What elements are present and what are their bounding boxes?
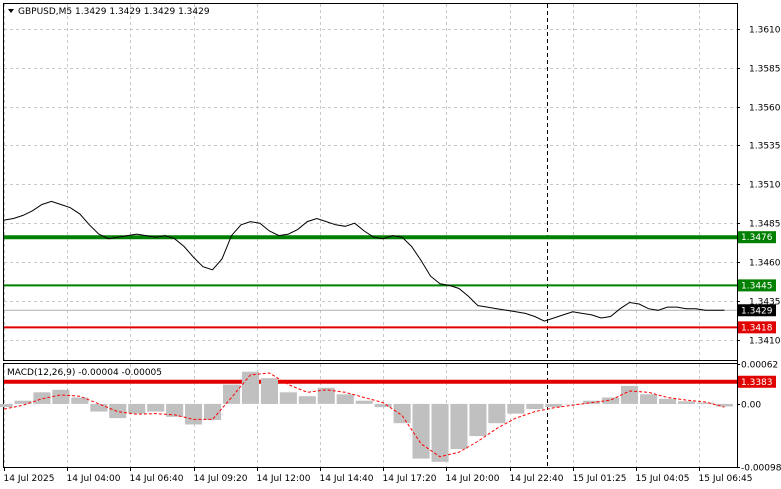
macd-histogram-bar bbox=[507, 403, 525, 414]
support-level-label: 1.3383 bbox=[741, 378, 773, 388]
price-tick-label: 1.3435 bbox=[749, 298, 781, 308]
price-tick-label: 1.3535 bbox=[749, 142, 781, 152]
macd-histogram-bar bbox=[260, 378, 278, 404]
support-level-tag bbox=[738, 321, 776, 334]
resistance-level-tag bbox=[738, 279, 776, 292]
resistance-level-tag bbox=[738, 231, 776, 244]
time-tick-label: 14 Jul 12:00 bbox=[257, 474, 311, 484]
macd-histogram-bar bbox=[71, 397, 89, 404]
macd-histogram-bar bbox=[564, 403, 582, 405]
macd-histogram-bar bbox=[317, 387, 335, 404]
time-tick-label: 14 Jul 20:00 bbox=[446, 474, 500, 484]
time-tick-label: 14 Jul 2025 bbox=[4, 474, 55, 484]
time-axis: 14 Jul 2025 14 Jul 04:00 14 Jul 06:40 14 Ju… bbox=[4, 468, 753, 484]
macd-histogram-bar bbox=[621, 385, 639, 404]
price-levels bbox=[4, 235, 737, 384]
time-tick-label: 14 Jul 22:40 bbox=[510, 474, 564, 484]
macd-histogram-bar bbox=[52, 389, 70, 404]
symbol-header: GBPUSD,M5 1.3429 1.3429 1.3429 1.3429 bbox=[18, 7, 210, 17]
macd-histogram-bar bbox=[298, 396, 316, 404]
time-tick-label: 14 Jul 06:40 bbox=[130, 474, 184, 484]
time-tick-label: 14 Jul 04:00 bbox=[67, 474, 121, 484]
macd-histogram-bar bbox=[279, 392, 297, 404]
macd-series bbox=[0, 371, 733, 462]
time-tick-label: 14 Jul 14:40 bbox=[320, 474, 374, 484]
macd-histogram-bar bbox=[355, 400, 373, 404]
macd-histogram-bar bbox=[659, 398, 677, 404]
macd-tick-label: 0.00062 bbox=[741, 361, 778, 371]
price-tick-label: 1.3560 bbox=[749, 104, 781, 114]
time-tick-label: 15 Jul 06:45 bbox=[699, 474, 753, 484]
price-axis: 1.36101.35851.35601.35351.35101.34851.34… bbox=[737, 26, 781, 474]
macd-histogram-bar bbox=[393, 403, 411, 424]
macd-signal-line bbox=[3, 372, 725, 458]
time-tick-label: 15 Jul 04:05 bbox=[636, 474, 690, 484]
macd-histogram-bar bbox=[241, 371, 259, 404]
macd-histogram-bar bbox=[147, 403, 165, 412]
macd-histogram-bar bbox=[715, 403, 733, 407]
symbol-menu-icon[interactable] bbox=[8, 9, 14, 13]
price-tick-label: 1.3485 bbox=[749, 220, 781, 230]
macd-histogram-bar bbox=[336, 394, 354, 404]
macd-header: MACD(12,26,9) -0.00004 -0.00005 bbox=[7, 368, 162, 378]
support-level-tag bbox=[738, 375, 776, 388]
macd-histogram-bar bbox=[166, 403, 184, 417]
macd-histogram-bar bbox=[109, 403, 127, 419]
price-tick-label: 1.3585 bbox=[749, 65, 781, 75]
macd-histogram-bar bbox=[431, 403, 449, 462]
price-series bbox=[3, 200, 725, 322]
macd-tick-label: 0.00 bbox=[741, 401, 761, 411]
time-tick-label: 15 Jul 01:25 bbox=[573, 474, 627, 484]
macd-histogram-bar bbox=[450, 403, 468, 449]
macd-histogram-bar bbox=[696, 402, 714, 404]
time-tick-label: 14 Jul 09:20 bbox=[194, 474, 248, 484]
current-price-tag bbox=[738, 304, 776, 317]
price-tick-label: 1.3410 bbox=[749, 337, 781, 347]
price-line bbox=[3, 200, 725, 322]
macd-histogram-bar bbox=[526, 403, 544, 409]
macd-histogram-bar bbox=[185, 403, 203, 425]
macd-histogram-bar bbox=[0, 403, 13, 408]
macd-histogram-bar bbox=[33, 392, 51, 404]
time-tick-label: 14 Jul 17:20 bbox=[383, 474, 437, 484]
macd-histogram-bar bbox=[14, 400, 32, 404]
price-tags: 1.3476 1.3445 1.3418 1.3383 1.3429 bbox=[738, 231, 776, 388]
macd-histogram-bar bbox=[677, 401, 695, 404]
macd-histogram-bar bbox=[223, 384, 241, 404]
support-level-label: 1.3418 bbox=[741, 323, 773, 333]
current-price-label: 1.3429 bbox=[741, 306, 773, 316]
macd-histogram-bar bbox=[469, 403, 487, 437]
macd-histogram-bar bbox=[412, 403, 430, 459]
macd-histogram-bar bbox=[90, 403, 108, 412]
macd-tick-label: -0.00098 bbox=[741, 464, 781, 474]
macd-histogram-bar bbox=[602, 397, 620, 404]
resistance-level-label: 1.3445 bbox=[741, 281, 773, 291]
macd-histogram-bar bbox=[128, 403, 146, 414]
price-tick-label: 1.3510 bbox=[749, 181, 781, 191]
resistance-level-label: 1.3476 bbox=[741, 233, 773, 243]
price-tick-label: 1.3460 bbox=[749, 259, 781, 269]
price-tick-label: 1.3610 bbox=[749, 26, 781, 36]
macd-histogram-bar bbox=[640, 394, 658, 404]
macd-histogram-bar bbox=[204, 403, 222, 420]
macd-histogram-bar bbox=[545, 403, 563, 408]
main-plot-frame bbox=[3, 3, 738, 361]
macd-histogram-bar bbox=[488, 403, 506, 424]
macd-histogram-bar bbox=[374, 403, 392, 408]
